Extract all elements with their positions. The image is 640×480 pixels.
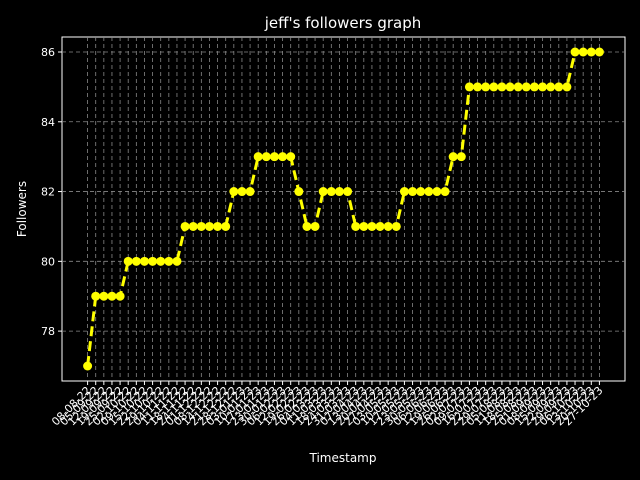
data-point: [529, 82, 539, 92]
data-point: [578, 47, 588, 57]
data-point: [538, 82, 548, 92]
data-point: [505, 82, 515, 92]
data-point: [229, 187, 239, 197]
data-point: [180, 221, 190, 231]
data-point: [391, 221, 401, 231]
data-point: [351, 221, 361, 231]
data-point: [416, 187, 426, 197]
data-point: [164, 256, 174, 266]
data-point: [115, 291, 125, 301]
data-point: [326, 187, 336, 197]
data-point: [408, 187, 418, 197]
data-point: [188, 221, 198, 231]
data-point: [554, 82, 564, 92]
plot-area: [61, 36, 626, 382]
data-point: [594, 47, 604, 57]
data-point: [464, 82, 474, 92]
y-axis-label: Followers: [15, 181, 29, 237]
y-tick-label: 80: [41, 255, 55, 268]
data-point: [253, 152, 263, 162]
data-point: [497, 82, 507, 92]
data-point: [456, 152, 466, 162]
data-point: [383, 221, 393, 231]
data-point: [481, 82, 491, 92]
data-point: [156, 256, 166, 266]
data-point: [473, 82, 483, 92]
data-point: [424, 187, 434, 197]
data-point: [440, 187, 450, 197]
y-tick-label: 84: [41, 116, 55, 129]
data-point: [107, 291, 117, 301]
data-point: [213, 221, 223, 231]
data-point: [562, 82, 572, 92]
data-point: [172, 256, 182, 266]
data-point: [269, 152, 279, 162]
data-point: [546, 82, 556, 92]
data-point: [432, 187, 442, 197]
data-point: [286, 152, 296, 162]
data-point: [489, 82, 499, 92]
data-point: [302, 221, 312, 231]
data-point: [294, 187, 304, 197]
data-point: [318, 187, 328, 197]
y-tick-label: 82: [41, 186, 55, 199]
data-point: [334, 187, 344, 197]
data-point: [513, 82, 523, 92]
data-point: [399, 187, 409, 197]
data-point: [343, 187, 353, 197]
data-point: [375, 221, 385, 231]
data-point: [261, 152, 271, 162]
data-point: [570, 47, 580, 57]
data-point: [237, 187, 247, 197]
data-point: [221, 221, 231, 231]
data-point: [245, 187, 255, 197]
x-axis-label: Timestamp: [309, 451, 377, 465]
data-point: [310, 221, 320, 231]
data-point: [586, 47, 596, 57]
data-point: [91, 291, 101, 301]
data-point: [359, 221, 369, 231]
y-tick-label: 86: [41, 46, 55, 59]
data-point: [131, 256, 141, 266]
data-point: [83, 361, 93, 371]
data-point: [448, 152, 458, 162]
data-point: [123, 256, 133, 266]
data-point: [204, 221, 214, 231]
data-point: [139, 256, 149, 266]
chart-title: jeff's followers graph: [264, 14, 422, 32]
data-point: [196, 221, 206, 231]
data-point: [278, 152, 288, 162]
y-tick-label: 78: [41, 325, 55, 338]
data-point: [148, 256, 158, 266]
data-point: [521, 82, 531, 92]
data-point: [367, 221, 377, 231]
data-point: [99, 291, 109, 301]
